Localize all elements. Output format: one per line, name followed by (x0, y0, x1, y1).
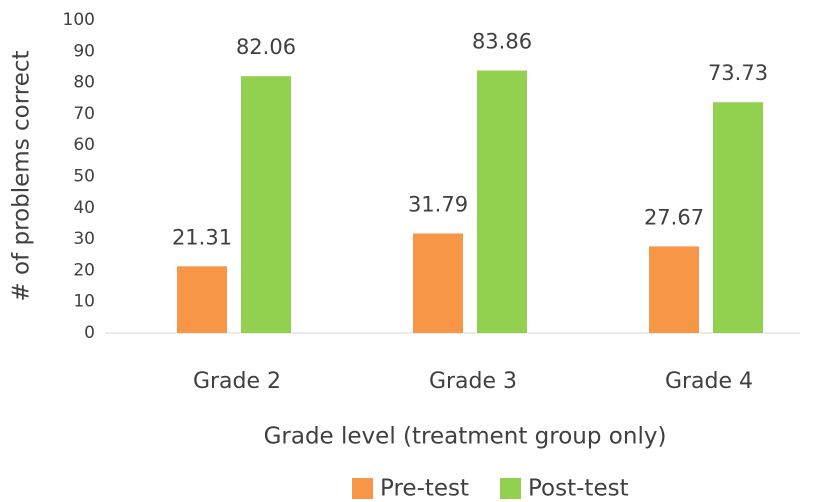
y-tick-label: 100 (63, 10, 95, 30)
y-tick-label: 10 (73, 292, 95, 312)
bar (241, 76, 291, 334)
value-label: 82.06 (236, 35, 296, 59)
y-axis-title: # of problems correct (9, 50, 35, 301)
value-label: 83.86 (472, 30, 532, 54)
bar (649, 246, 699, 333)
y-tick-label: 70 (73, 104, 95, 124)
legend-label: Pre-test (380, 476, 469, 502)
legend-swatch (500, 478, 521, 499)
value-label: 73.73 (708, 61, 768, 85)
bar (177, 266, 227, 333)
y-tick-label: 80 (73, 73, 95, 93)
value-label: 31.79 (408, 192, 468, 216)
bar (413, 233, 463, 333)
value-label: 21.31 (172, 225, 232, 249)
y-tick-label: 20 (73, 260, 95, 280)
bar (713, 102, 763, 333)
x-axis-title: Grade level (treatment group only) (264, 424, 667, 450)
x-tick-label: Grade 4 (665, 369, 753, 394)
legend-label: Post-test (528, 476, 629, 502)
y-tick-label: 0 (84, 323, 95, 343)
x-tick-label: Grade 3 (429, 369, 517, 394)
y-tick-label: 60 (73, 135, 95, 155)
value-label: 27.67 (644, 205, 704, 229)
bar (477, 70, 527, 334)
y-tick-label: 50 (73, 167, 95, 187)
legend-swatch (352, 478, 373, 499)
y-tick-label: 40 (73, 198, 95, 218)
x-tick-label: Grade 2 (193, 369, 281, 394)
y-tick-label: 90 (73, 41, 95, 61)
y-tick-label: 30 (73, 229, 95, 249)
